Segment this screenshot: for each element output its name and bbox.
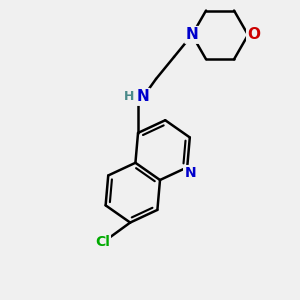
Text: H: H bbox=[124, 90, 134, 104]
Text: N: N bbox=[186, 27, 198, 42]
Text: N: N bbox=[184, 166, 196, 180]
Text: N: N bbox=[137, 89, 149, 104]
Text: O: O bbox=[248, 27, 260, 42]
Text: Cl: Cl bbox=[95, 235, 110, 249]
